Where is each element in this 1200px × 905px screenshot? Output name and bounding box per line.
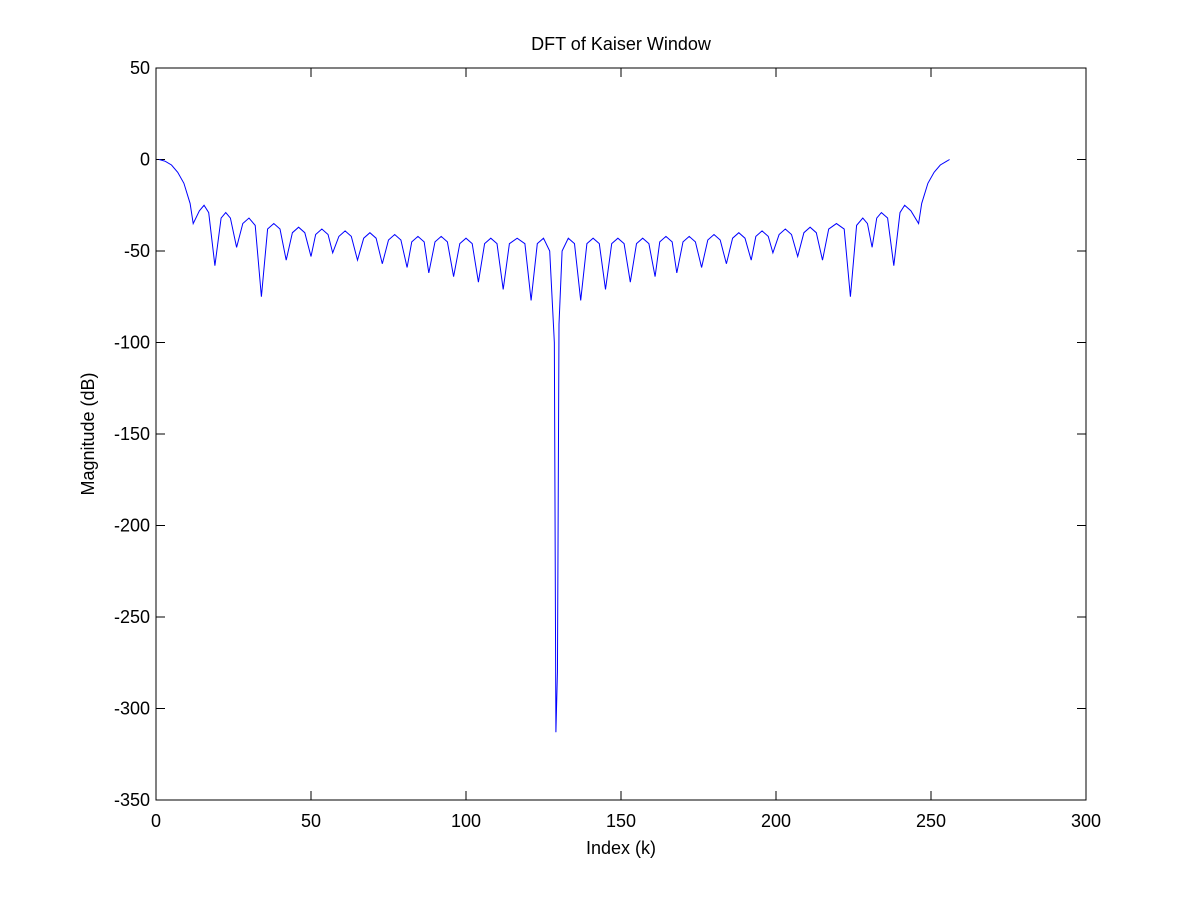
x-tick-label: 300 — [1071, 811, 1101, 831]
y-tick-label: -150 — [114, 424, 150, 444]
y-tick-label: 0 — [140, 150, 150, 170]
y-tick-label: -350 — [114, 790, 150, 810]
chart-title: DFT of Kaiser Window — [531, 34, 712, 54]
x-tick-label: 250 — [916, 811, 946, 831]
x-tick-label: 100 — [451, 811, 481, 831]
x-tick-label: 0 — [151, 811, 161, 831]
x-axis-label: Index (k) — [586, 838, 656, 858]
y-tick-label: -250 — [114, 607, 150, 627]
x-tick-label: 50 — [301, 811, 321, 831]
y-axis-label: Magnitude (dB) — [78, 372, 98, 495]
y-tick-label: 50 — [130, 58, 150, 78]
y-tick-label: -300 — [114, 699, 150, 719]
x-tick-label: 200 — [761, 811, 791, 831]
y-tick-label: -100 — [114, 333, 150, 353]
y-tick-label: -50 — [124, 241, 150, 261]
y-tick-label: -200 — [114, 516, 150, 536]
data-line — [158, 159, 950, 733]
x-tick-label: 150 — [606, 811, 636, 831]
